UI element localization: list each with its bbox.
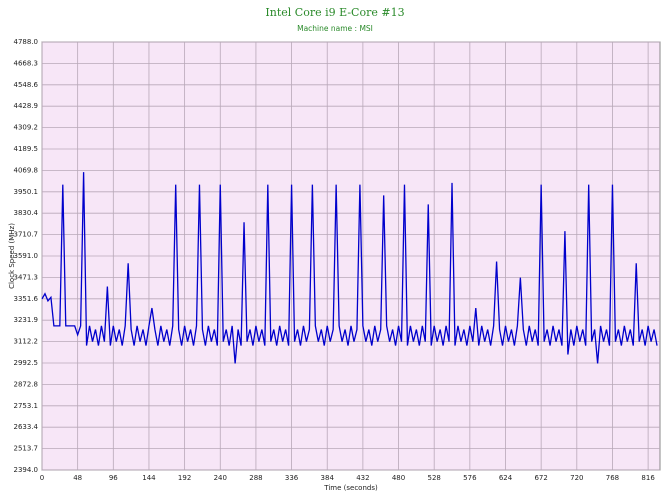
y-tick-label: 4069.8: [14, 166, 39, 174]
y-tick-label: 4309.2: [14, 124, 39, 132]
y-tick-label: 3351.6: [14, 295, 39, 303]
x-tick-label: 144: [142, 474, 156, 482]
y-tick-label: 2513.7: [14, 445, 39, 453]
y-tick-label: 4668.3: [14, 59, 39, 67]
x-tick-label: 720: [570, 474, 583, 482]
x-tick-label: 48: [73, 474, 82, 482]
x-tick-label: 192: [178, 474, 191, 482]
y-tick-label: 4788.0: [14, 38, 39, 46]
y-tick-label: 3830.4: [14, 209, 39, 217]
x-tick-label: 624: [499, 474, 513, 482]
x-tick-label: 240: [214, 474, 227, 482]
x-tick-label: 480: [392, 474, 405, 482]
y-tick-label: 2872.8: [14, 380, 39, 388]
data-line: [41, 172, 658, 364]
y-tick-label: 2992.5: [14, 359, 39, 367]
y-tick-label: 4189.5: [14, 145, 39, 153]
y-axis-label: Clock Speed (MHz): [8, 223, 16, 289]
x-tick-label: 816: [641, 474, 655, 482]
x-tick-label: 96: [109, 474, 118, 482]
chart-subtitle: Machine name : MSI: [297, 24, 373, 33]
y-tick-label: 3471.3: [14, 273, 39, 281]
x-tick-label: 336: [285, 474, 299, 482]
x-tick-label: 432: [356, 474, 369, 482]
y-tick-label: 3591.0: [14, 252, 39, 260]
y-tick-label: 2394.0: [14, 466, 39, 474]
x-tick-label: 768: [606, 474, 619, 482]
y-tick-label: 3950.1: [14, 188, 39, 196]
x-tick-label: 672: [534, 474, 547, 482]
x-tick-label: 528: [428, 474, 441, 482]
y-tick-label: 2753.1: [14, 402, 39, 410]
y-tick-label: 4428.9: [14, 102, 39, 110]
y-tick-label: 3710.7: [14, 231, 39, 239]
x-tick-label: 576: [463, 474, 477, 482]
y-tick-label: 3231.9: [14, 316, 39, 324]
x-tick-label: 0: [40, 474, 44, 482]
x-tick-label: 384: [321, 474, 335, 482]
y-tick-label: 4548.6: [14, 81, 39, 89]
x-tick-label: 288: [249, 474, 262, 482]
x-axis-label: Time (seconds): [323, 484, 378, 492]
y-tick-label: 3112.2: [14, 338, 39, 346]
chart-title: Intel Core i9 E-Core #13: [265, 6, 404, 19]
y-tick-label: 2633.4: [14, 423, 39, 431]
